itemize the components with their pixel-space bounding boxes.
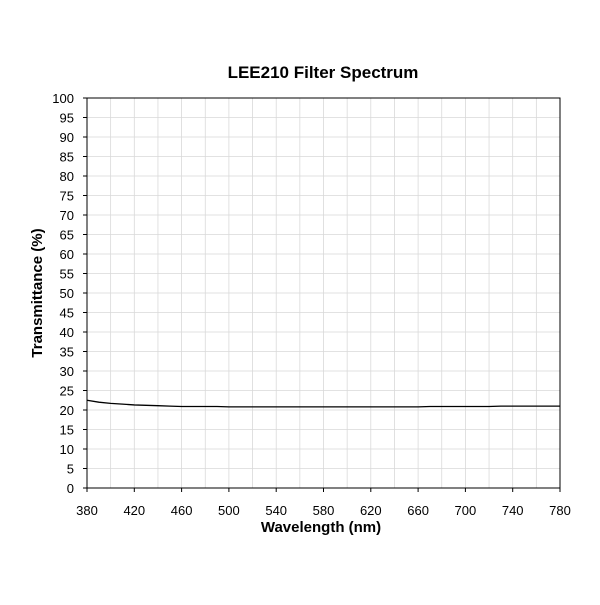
x-tick-label: 580	[313, 503, 335, 518]
y-tick-label: 10	[60, 442, 74, 457]
y-tick-label: 30	[60, 364, 74, 379]
x-tick-label: 540	[265, 503, 287, 518]
x-tick-label: 460	[171, 503, 193, 518]
y-tick-label: 80	[60, 169, 74, 184]
y-axis-label: Transmittance (%)	[29, 228, 46, 357]
y-tick-label: 95	[60, 111, 74, 126]
x-axis-label: Wavelength (nm)	[261, 519, 381, 536]
y-tick-label: 65	[60, 228, 74, 243]
x-tick-label: 500	[218, 503, 240, 518]
y-tick-label: 85	[60, 150, 74, 165]
y-tick-label: 100	[52, 91, 74, 106]
x-tick-label: 620	[360, 503, 382, 518]
grid	[86, 97, 561, 489]
y-tick-label: 55	[60, 267, 74, 282]
series-layer	[86, 399, 560, 408]
series-line-transmittance	[86, 399, 560, 408]
chart-title: LEE210 Filter Spectrum	[228, 63, 419, 82]
x-tick-label: 420	[123, 503, 145, 518]
x-tick-label: 700	[455, 503, 477, 518]
y-tick-label: 15	[60, 423, 74, 438]
y-tick-label: 0	[67, 481, 74, 496]
x-tick-label: 380	[76, 503, 98, 518]
y-tick-label: 45	[60, 306, 74, 321]
y-tick-label: 50	[60, 286, 74, 301]
y-tick-label: 5	[67, 462, 74, 477]
x-tick-label: 660	[407, 503, 429, 518]
y-tick-label: 35	[60, 345, 74, 360]
y-tick-label: 25	[60, 384, 74, 399]
axis-ticks: 380 420 460 500 540 580 620 660 700 740 780 0 5 10 15 2…	[52, 91, 571, 518]
y-tick-label: 40	[60, 325, 74, 340]
y-tick-label: 20	[60, 403, 74, 418]
x-tick-label: 780	[549, 503, 571, 518]
y-tick-label: 90	[60, 130, 74, 145]
y-tick-label: 70	[60, 208, 74, 223]
y-tick-label: 75	[60, 189, 74, 204]
x-tick-label: 740	[502, 503, 524, 518]
y-tick-label: 60	[60, 247, 74, 262]
